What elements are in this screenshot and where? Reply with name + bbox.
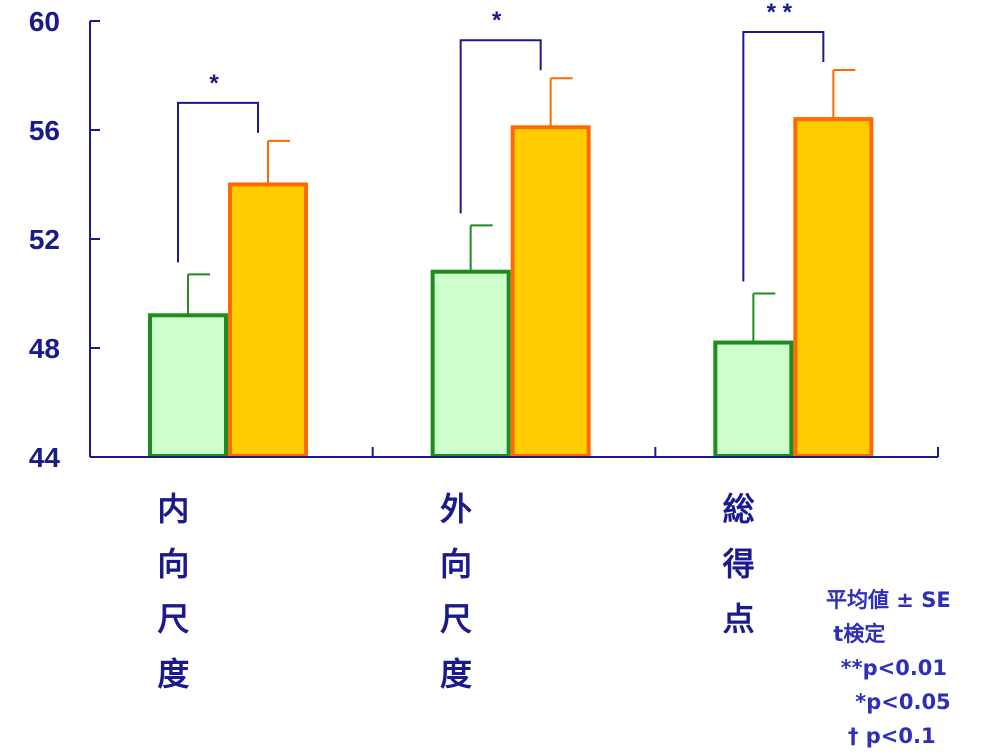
y-tick-label: 44 — [29, 442, 61, 473]
category-label: 尺 — [440, 600, 472, 638]
bar — [510, 125, 591, 459]
category-label: 外 — [440, 490, 472, 528]
bars — [148, 117, 874, 459]
bar — [430, 269, 511, 459]
y-tick-label: 48 — [29, 333, 60, 364]
category-label: 点 — [723, 600, 755, 638]
category-label: 向 — [157, 545, 189, 583]
legend-line-ttest: t検定 — [826, 622, 886, 646]
y-axis: 60 56 52 48 44 — [29, 6, 100, 473]
bar — [713, 340, 794, 458]
x-axis — [89, 447, 939, 458]
significance-label: * * — [767, 0, 793, 26]
category-label: 総 — [723, 490, 755, 528]
significance-brackets: * * * * — [177, 0, 825, 282]
significance-label: * — [492, 7, 502, 34]
legend-line-p01: † p<0.1 — [826, 724, 936, 748]
y-tick-label: 52 — [29, 224, 60, 255]
significance-bracket — [742, 31, 825, 282]
category-label: 向 — [440, 545, 472, 583]
significance-bracket — [177, 101, 259, 263]
category-label: 度 — [157, 655, 189, 693]
error-bars — [187, 69, 856, 343]
category-label: 尺 — [157, 600, 189, 638]
legend-line-mean-se: 平均値 ± SE — [826, 588, 951, 612]
category-label: 度 — [440, 655, 472, 693]
legend-line-p001: **p<0.01 — [826, 656, 948, 680]
bar — [793, 117, 874, 458]
y-tick-label: 60 — [29, 6, 60, 37]
significance-label: * — [209, 70, 219, 97]
category-label: 内 — [157, 490, 189, 528]
legend: 平均値 ± SE t検定 **p<0.01 *p<0.05 † p<0.1 — [826, 583, 951, 753]
category-label: 得 — [723, 545, 755, 583]
significance-bracket — [459, 39, 542, 214]
y-tick-label: 56 — [29, 115, 60, 146]
bar — [228, 182, 308, 458]
legend-line-p005: *p<0.05 — [826, 690, 951, 714]
bar — [148, 313, 228, 458]
